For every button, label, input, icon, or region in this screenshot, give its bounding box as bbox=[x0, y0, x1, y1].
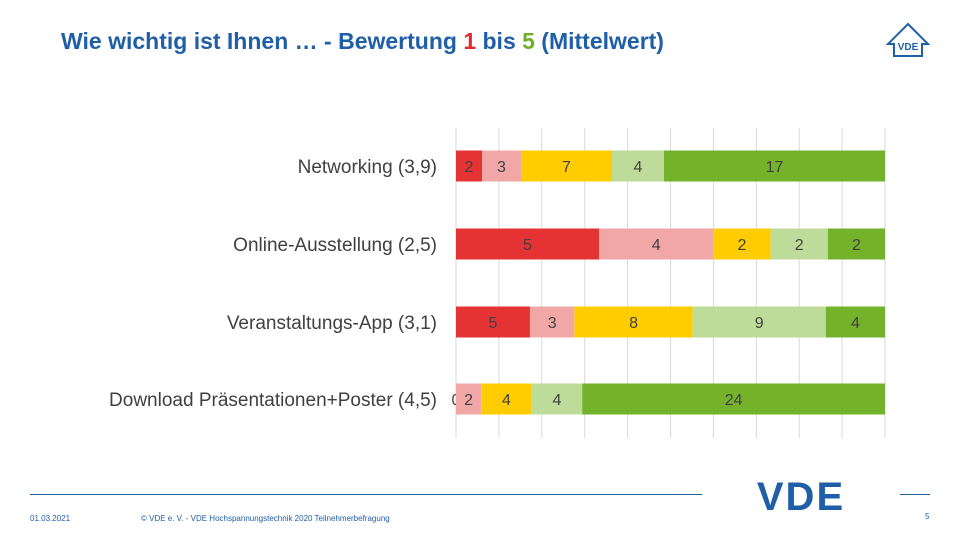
bar-segment bbox=[770, 228, 828, 260]
vde-logo-lettering: VDE bbox=[757, 478, 845, 514]
bar-segment bbox=[482, 150, 521, 182]
bar-segment bbox=[456, 383, 482, 415]
category-label: Download Präsentationen+Poster (4,5) bbox=[109, 390, 437, 411]
data-label: 4 bbox=[652, 237, 661, 254]
data-label: 2 bbox=[795, 237, 804, 254]
data-label: 4 bbox=[851, 315, 860, 332]
vde-emblem-logo: VDE bbox=[886, 22, 930, 57]
data-label: 3 bbox=[548, 315, 557, 332]
bar-segment bbox=[612, 150, 664, 182]
bar-segment bbox=[825, 306, 885, 338]
title-suffix: (Mittelwert) bbox=[534, 28, 664, 54]
bar-segment bbox=[456, 228, 599, 260]
bar-segment bbox=[456, 150, 482, 182]
data-label: 8 bbox=[629, 315, 638, 332]
bar-segment bbox=[599, 228, 714, 260]
bar-segment bbox=[531, 383, 583, 415]
category-label: Veranstaltungs-App (3,1) bbox=[227, 313, 437, 334]
data-label: 5 bbox=[523, 237, 532, 254]
data-label: 2 bbox=[738, 237, 747, 254]
footer-divider-right bbox=[900, 494, 930, 495]
footer-date: 01.03.2021 bbox=[30, 514, 71, 523]
page-title: Wie wichtig ist Ihnen … - Bewertung 1 bi… bbox=[61, 28, 664, 55]
data-label: 2 bbox=[852, 237, 861, 254]
title-prefix: Wie wichtig ist Ihnen … - Bewertung bbox=[61, 28, 464, 54]
data-label: 4 bbox=[552, 392, 561, 409]
data-label: 2 bbox=[464, 392, 473, 409]
data-label: 5 bbox=[489, 315, 498, 332]
footer-page-number: 5 bbox=[925, 512, 930, 521]
bar-segment bbox=[582, 383, 885, 415]
title-middle: bis bbox=[476, 28, 523, 54]
category-label: Networking (3,9) bbox=[298, 157, 437, 178]
bar-segment bbox=[713, 228, 771, 260]
vde-logo: VDE bbox=[757, 478, 845, 514]
bar-segment bbox=[521, 150, 612, 182]
data-label: 2 bbox=[465, 159, 474, 176]
vde-emblem-lettering: VDE bbox=[898, 42, 919, 53]
data-label: 24 bbox=[725, 392, 743, 409]
data-label: 4 bbox=[634, 159, 643, 176]
category-label: Online-Ausstellung (2,5) bbox=[233, 235, 437, 256]
bar-segment bbox=[692, 306, 826, 338]
data-label: 4 bbox=[502, 392, 511, 409]
bar-segment bbox=[574, 306, 693, 338]
title-number-1: 1 bbox=[463, 28, 477, 54]
data-label: 7 bbox=[562, 159, 571, 176]
bar-segment bbox=[529, 306, 575, 338]
data-label: 9 bbox=[755, 315, 764, 332]
data-label: 17 bbox=[766, 159, 784, 176]
bar-segment bbox=[481, 383, 532, 415]
data-label: 3 bbox=[497, 159, 506, 176]
bar-segment bbox=[456, 306, 530, 338]
footer-copyright: © VDE e. V. - VDE Hochspannungstechnik 2… bbox=[141, 514, 390, 523]
bar-segment bbox=[827, 228, 885, 260]
bar-segment bbox=[664, 150, 885, 182]
title-number-5: 5 bbox=[522, 28, 535, 54]
footer-divider-left bbox=[30, 494, 702, 495]
